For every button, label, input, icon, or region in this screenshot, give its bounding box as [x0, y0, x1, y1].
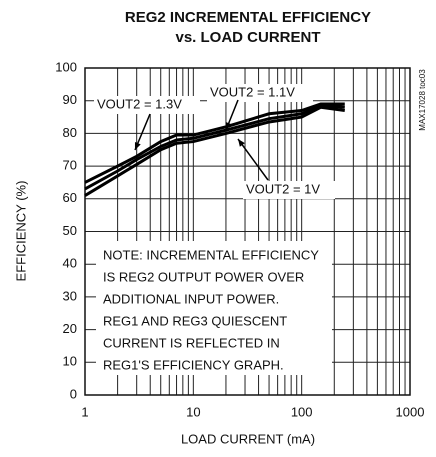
series-line — [84, 102, 345, 184]
y-tick-label: 60 — [63, 190, 77, 205]
x-tick-label: 100 — [291, 404, 313, 419]
y-tick-label: 50 — [63, 223, 77, 238]
y-tick-label: 100 — [55, 59, 77, 74]
note-text: IS REG2 OUTPUT POWER OVER — [103, 269, 304, 284]
arrow-head — [134, 142, 141, 150]
series-label: VOUT2 = 1V — [246, 181, 320, 196]
series-line — [84, 105, 345, 197]
side-note: MAX17028 toc03 — [418, 69, 427, 131]
note-text: REG1'S EFFICIENCY GRAPH. — [103, 357, 284, 372]
x-axis-label: LOAD CURRENT (mA) — [181, 431, 315, 446]
label-bg — [207, 84, 313, 102]
y-tick-label: 70 — [63, 158, 77, 173]
note-text: ADDITIONAL INPUT POWER. — [103, 291, 279, 306]
series-line — [84, 104, 345, 191]
y-tick-label: 0 — [70, 386, 77, 401]
x-tick-label: 1000 — [396, 404, 425, 419]
arrow-head — [225, 122, 232, 130]
y-tick-label: 20 — [63, 321, 77, 336]
y-tick-label: 10 — [63, 354, 77, 369]
chart-title: REG2 INCREMENTAL EFFICIENCY — [125, 9, 371, 26]
note-text: NOTE: INCREMENTAL EFFICIENCY — [103, 247, 319, 262]
y-tick-label: 30 — [63, 288, 77, 303]
y-tick-label: 80 — [63, 125, 77, 140]
x-tick-label: 10 — [186, 404, 200, 419]
series-label: VOUT2 = 1.3V — [97, 96, 182, 111]
chart-subtitle: vs. LOAD CURRENT — [175, 29, 320, 46]
label-bg — [243, 181, 335, 199]
note-text: REG1 AND REG3 QUIESCENT — [103, 313, 287, 328]
plot-frame — [84, 67, 411, 396]
label-bg — [94, 96, 200, 114]
arrow — [237, 138, 269, 181]
series-label: VOUT2 = 1.1V — [210, 84, 295, 99]
y-tick-label: 90 — [63, 92, 77, 107]
y-tick-label: 40 — [63, 256, 77, 271]
arrow-head — [238, 139, 245, 147]
y-axis-label: EFFICIENCY (%) — [13, 181, 28, 282]
x-tick-label: 1 — [81, 404, 88, 419]
note-text: CURRENT IS REFLECTED IN — [103, 335, 280, 350]
note-box — [96, 241, 332, 375]
